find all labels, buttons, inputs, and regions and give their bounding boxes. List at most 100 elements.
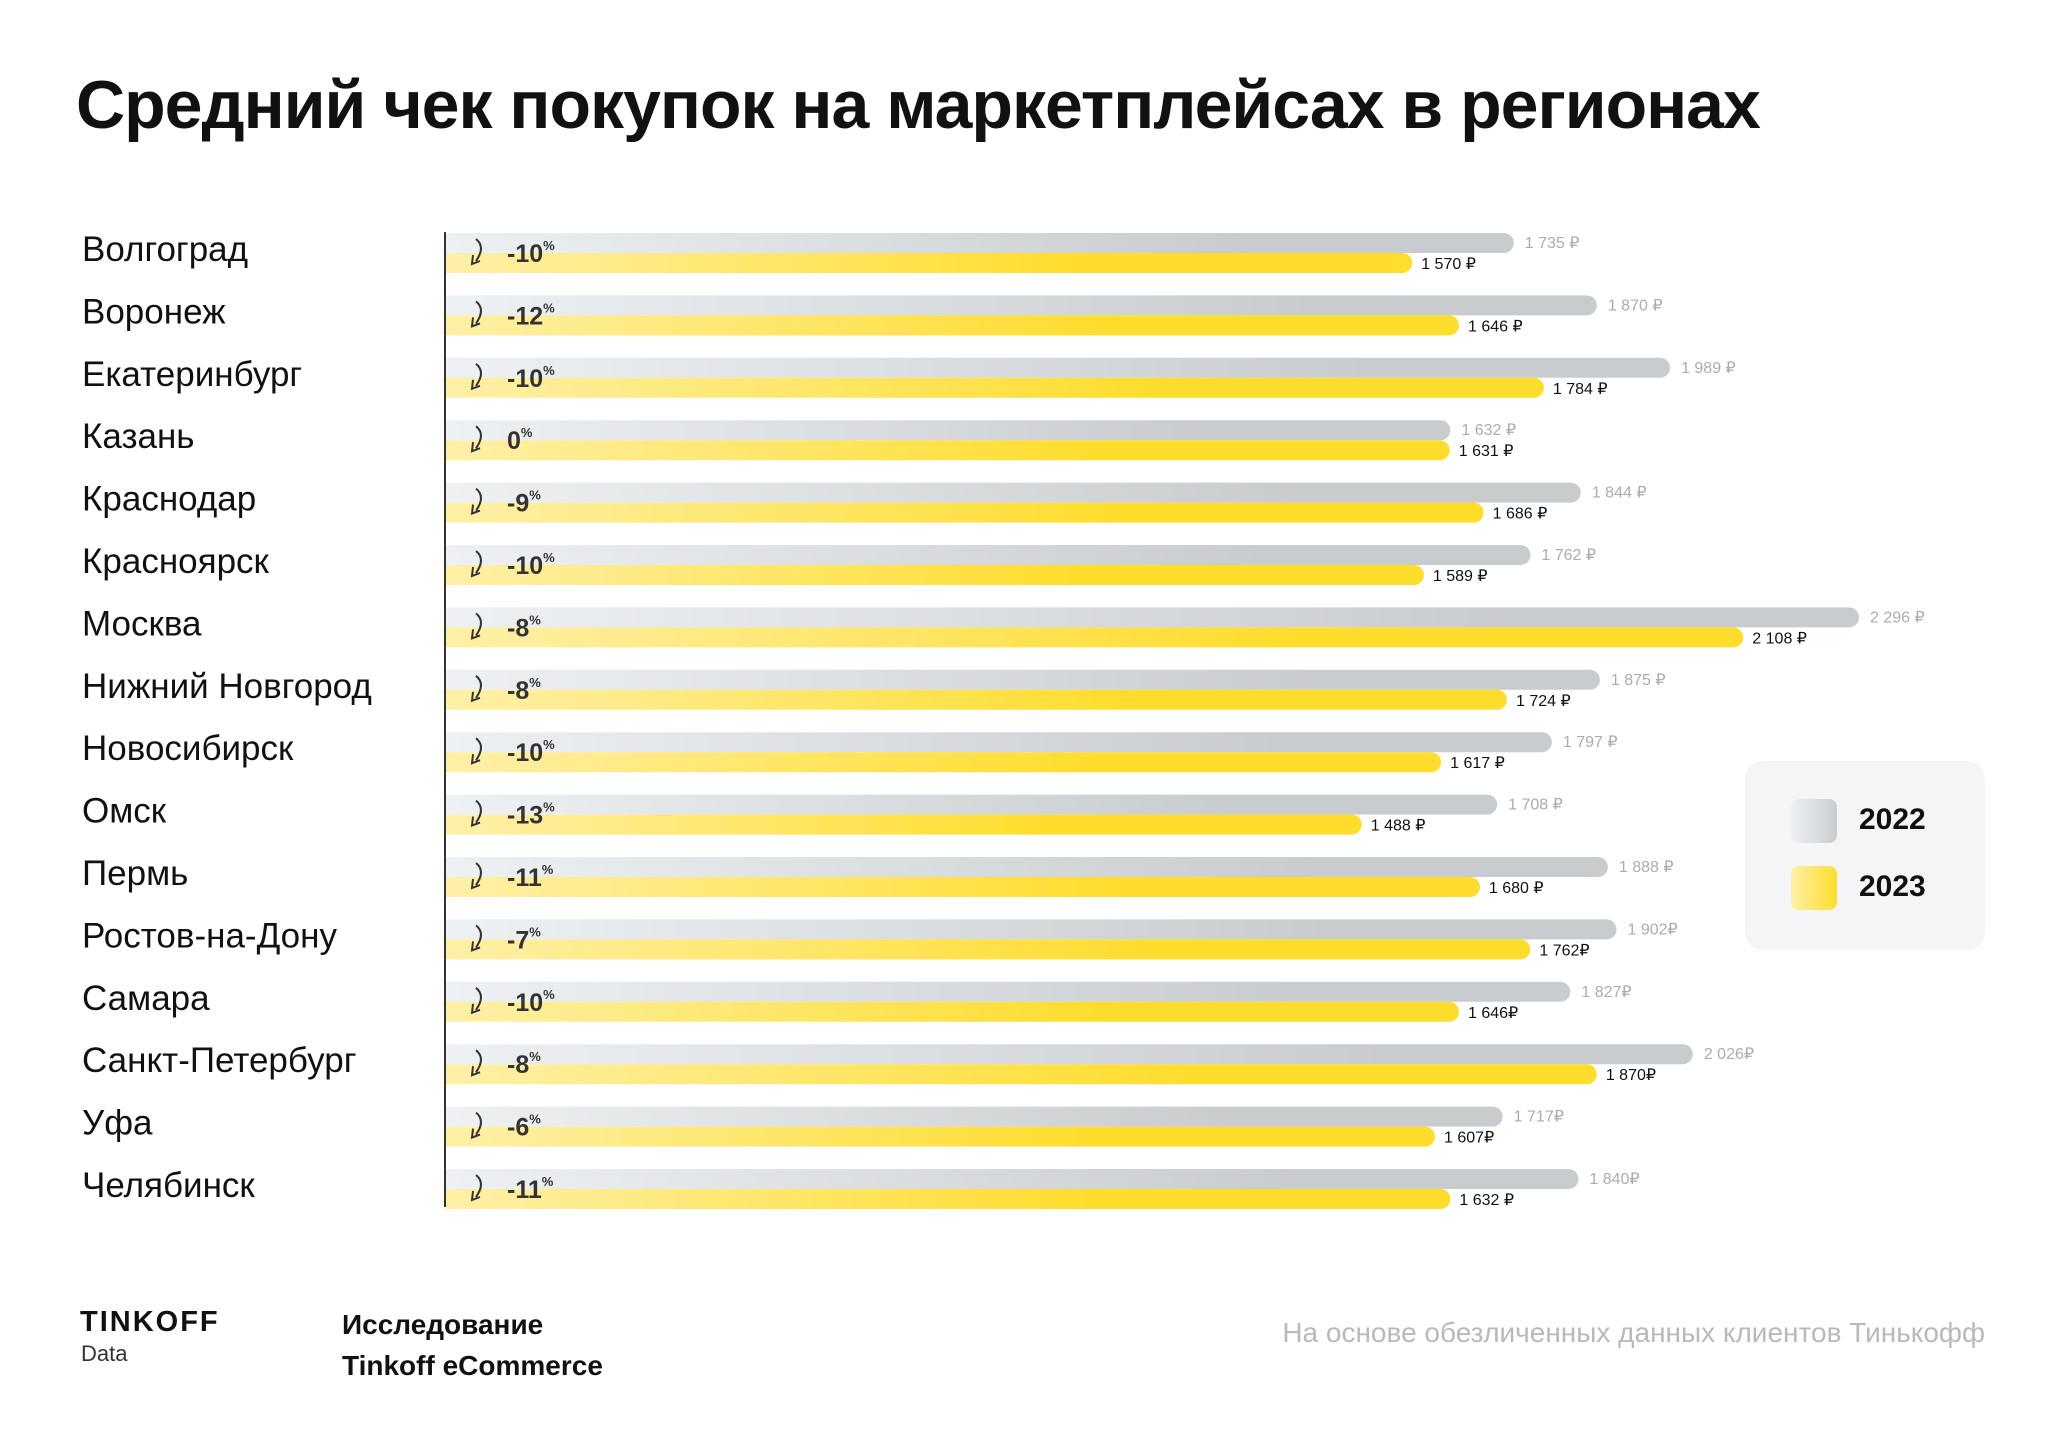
value-label-2023: 1 680 ₽	[1489, 880, 1544, 897]
bar-2022	[446, 919, 1617, 940]
curved-arrow-down-icon	[470, 612, 482, 640]
percent-sign: %	[529, 1112, 541, 1127]
category-label: Красноярск	[82, 542, 270, 581]
value-label-2023: 1 724 ₽	[1516, 693, 1571, 710]
value-label-2022: 1 902₽	[1628, 921, 1678, 938]
percent-sign: %	[529, 612, 541, 627]
value-label-2022: 1 797 ₽	[1563, 734, 1618, 751]
bar-2022	[446, 420, 1451, 441]
percent-sign: %	[543, 363, 555, 378]
legend-label-2023: 2023	[1859, 870, 1926, 903]
bar-2022	[446, 1106, 1503, 1127]
legend-swatch-2023	[1791, 866, 1837, 910]
category-label: Воронеж	[82, 292, 226, 331]
bar-2023	[446, 1126, 1435, 1147]
change-label: -10%	[507, 987, 555, 1017]
curved-arrow-down-icon	[470, 1111, 482, 1140]
bar-2022	[446, 357, 1671, 378]
value-label-2023: 1 617 ₽	[1450, 755, 1505, 772]
value-label-2022: 1 717₽	[1514, 1109, 1564, 1126]
chart-title: Средний чек покупок на маркетплейсах в р…	[76, 67, 1761, 143]
value-label-2023: 1 646 ₽	[1468, 318, 1523, 335]
percent-sign: %	[529, 924, 541, 939]
bar-2022	[446, 607, 1860, 628]
logo-subtitle: Data	[81, 1341, 128, 1366]
percent-sign: %	[529, 675, 541, 690]
value-label-2023: 1 488 ₽	[1371, 818, 1426, 835]
percent-sign: %	[543, 987, 555, 1002]
bar-2023	[446, 939, 1531, 960]
curved-arrow-down-icon	[470, 1174, 482, 1202]
category-label: Самара	[82, 979, 210, 1018]
category-label: Нижний Новгород	[82, 667, 372, 706]
value-label-2023: 1 762₽	[1539, 942, 1589, 959]
value-label-2023: 1 632 ₽	[1459, 1192, 1514, 1209]
curved-arrow-down-icon	[470, 550, 482, 578]
category-label: Екатеринбург	[82, 355, 302, 394]
study-line-1: Исследование	[342, 1309, 544, 1340]
bar-2023	[446, 1189, 1451, 1209]
category-label: Казань	[82, 417, 195, 456]
category-label: Волгоград	[82, 230, 248, 269]
value-label-2022: 2 296 ₽	[1870, 609, 1925, 626]
bar-2022	[446, 233, 1514, 253]
change-label: 0%	[507, 425, 533, 455]
bar-2022	[446, 1169, 1579, 1189]
curved-arrow-down-icon	[470, 238, 482, 266]
value-label-2023: 2 108 ₽	[1752, 630, 1807, 647]
percent-sign: %	[543, 300, 555, 315]
percent-sign: %	[542, 862, 554, 877]
percent-sign: %	[529, 1049, 541, 1064]
percent-sign: %	[521, 425, 533, 440]
value-label-2022: 1 632 ₽	[1461, 422, 1516, 439]
value-label-2022: 1 708 ₽	[1508, 797, 1563, 814]
bar-2022	[446, 981, 1571, 1002]
value-label-2022: 1 844 ₽	[1592, 485, 1647, 502]
bar-2022	[446, 669, 1600, 690]
value-label-2023: 1 870₽	[1606, 1067, 1656, 1084]
value-label-2023: 1 589 ₽	[1433, 568, 1488, 585]
category-label: Краснодар	[82, 480, 256, 519]
bar-2023	[446, 565, 1424, 585]
bar-2022	[446, 732, 1552, 753]
value-label-2023: 1 607₽	[1444, 1130, 1494, 1147]
bar-2023	[446, 877, 1480, 897]
bar-2023	[446, 814, 1362, 835]
bar-2022	[446, 1044, 1693, 1065]
bar-2022	[446, 295, 1597, 316]
curved-arrow-down-icon	[470, 924, 482, 952]
percent-sign: %	[543, 238, 555, 253]
percent-sign: %	[543, 800, 555, 815]
value-label-2022: 1 875 ₽	[1611, 672, 1666, 689]
curved-arrow-down-icon	[470, 363, 482, 391]
curved-arrow-down-icon	[470, 675, 482, 703]
value-label-2022: 2 026₽	[1704, 1046, 1754, 1063]
percent-sign: %	[543, 550, 555, 565]
curved-arrow-down-icon	[470, 425, 482, 453]
bar-2023	[446, 1064, 1597, 1085]
category-label: Москва	[82, 604, 202, 643]
value-label-2022: 1 840₽	[1589, 1171, 1639, 1188]
legend-swatch-2022	[1791, 799, 1837, 843]
bar-2022	[446, 545, 1531, 565]
source-note: На основе обезличенных данных клиентов Т…	[1282, 1317, 1985, 1348]
bar-2023	[446, 253, 1413, 273]
bar-2023	[446, 689, 1507, 710]
bar-2023	[446, 752, 1442, 773]
value-label-2023: 1 631 ₽	[1459, 443, 1514, 460]
curved-arrow-down-icon	[470, 300, 482, 328]
category-label: Новосибирск	[82, 729, 294, 768]
bar-2023	[446, 377, 1544, 398]
percent-sign: %	[529, 488, 541, 503]
bar-2023	[446, 502, 1484, 523]
percent-sign: %	[542, 1174, 554, 1189]
value-label-2022: 1 762 ₽	[1541, 547, 1596, 564]
value-label-2022: 1 735 ₽	[1525, 235, 1580, 252]
study-line-2: Tinkoff eCommerce	[342, 1350, 603, 1381]
bar-2023	[446, 627, 1744, 648]
curved-arrow-down-icon	[470, 987, 482, 1015]
value-label-2023: 1 686 ₽	[1493, 506, 1548, 523]
curved-arrow-down-icon	[470, 737, 482, 765]
bar-2023	[446, 1001, 1459, 1022]
value-label-2022: 1 827₽	[1581, 984, 1631, 1001]
